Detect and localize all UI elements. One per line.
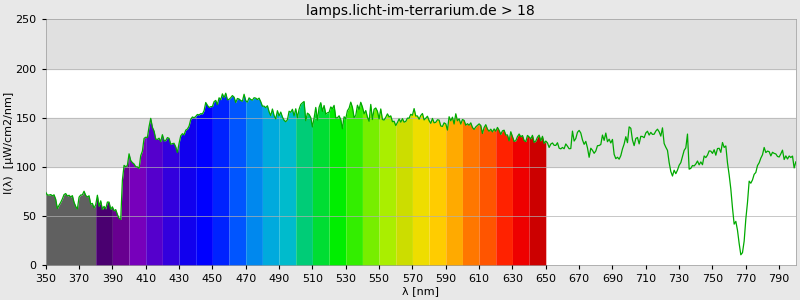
Bar [46, 19, 796, 68]
Title: lamps.licht-im-terrarium.de > 18: lamps.licht-im-terrarium.de > 18 [306, 4, 535, 18]
Bar [46, 118, 796, 167]
Y-axis label: I(λ)  [µW/cm2/nm]: I(λ) [µW/cm2/nm] [4, 91, 14, 194]
X-axis label: λ [nm]: λ [nm] [402, 286, 439, 296]
